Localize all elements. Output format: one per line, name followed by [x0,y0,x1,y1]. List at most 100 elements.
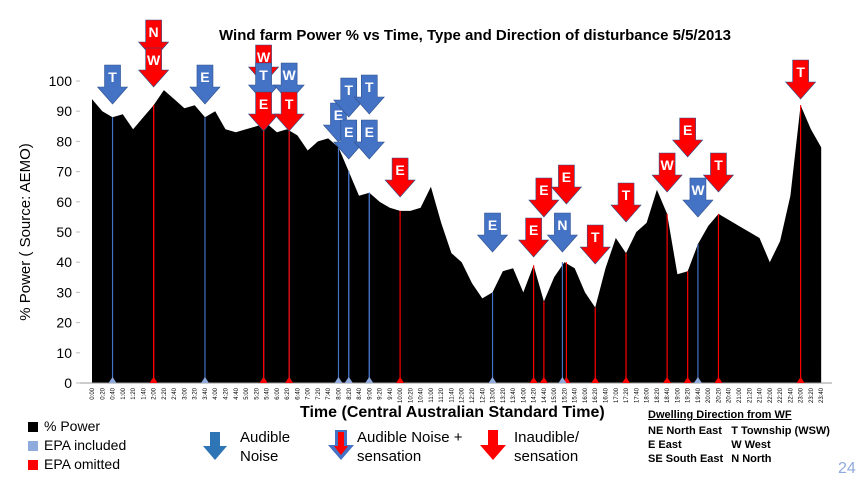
y-tick-label: 10 [56,345,72,361]
annotation-label: T [591,229,600,245]
epa-marker [488,377,497,383]
annotation-arrow [528,177,560,218]
annotation-arrow [189,64,221,105]
x-tick-label: 14:40 [542,387,548,403]
annotation-arrow [333,119,365,160]
direction-key-cell: N North [731,453,772,465]
x-tick-label: 6:40 [295,387,301,399]
epa-marker [344,377,353,383]
x-axis-title: Time (Central Australian Standard Time) [300,404,605,421]
x-tick-label: 7:20 [316,387,322,399]
x-tick-label: 3:40 [203,387,209,399]
x-tick-label: 19:20 [686,387,692,403]
x-tick-label: 23:00 [799,387,805,403]
annotation-label: T [259,67,268,83]
annotation-arrow [247,91,280,132]
x-tick-label: 9:40 [388,387,394,399]
epa-marker [539,377,548,383]
annotation-label: W [147,52,161,68]
x-tick-label: 22:40 [788,387,794,403]
epa-marker [334,377,343,383]
x-tick-label: 2:40 [172,387,178,399]
epa-marker [558,377,567,383]
x-tick-label: 19:40 [696,387,702,403]
direction-key-row: E East W West [648,438,838,452]
x-tick-label: 7:40 [326,387,332,399]
direction-key-cell: E East [648,439,682,451]
arrow-icon [328,430,354,460]
epa-marker [529,377,538,383]
x-tick-label: 17:00 [614,387,620,403]
x-tick-label: 17:40 [634,387,640,403]
arrow-legend-label: Inaudible/ sensation [514,429,580,465]
x-tick-label: 7:00 [306,387,312,399]
annotation-label: T [108,69,117,85]
annotation-label: E [562,169,571,185]
direction-key-cell: W West [731,439,771,451]
x-tick-label: 14:00 [521,387,527,403]
legend-entry: EPA included [28,437,126,453]
epa-marker [714,377,723,383]
annotation-label: E [529,222,538,238]
legend-label: % Power [44,418,101,434]
legend-label: EPA omitted [44,456,121,472]
x-tick-label: 8:00 [336,387,342,399]
annotation-label: W [661,157,675,173]
y-tick-label: 50 [56,224,72,240]
x-tick-label: 16:40 [604,387,610,403]
x-tick-label: 4:00 [213,387,219,399]
x-tick-label: 8:40 [357,387,363,399]
y-axis-title: % Power ( Source: AEMO) [17,143,34,321]
arrow-icon [203,432,227,460]
y-tick-label: 30 [56,284,72,300]
x-tick-label: 15:00 [552,387,558,403]
y-tick-label: 100 [49,73,73,89]
direction-key: Dwelling Direction from WF NE North East… [648,409,838,466]
annotation-arrow [333,77,365,118]
x-tick-label: 10:40 [419,387,425,403]
annotation-arrow [579,224,611,265]
x-tick-label: 1:00 [121,387,127,399]
annotation-label: T [796,64,805,80]
x-tick-label: 18:00 [645,387,651,403]
area [92,90,822,383]
x-tick-label: 10:20 [408,387,414,403]
y-tick-label: 90 [56,103,72,119]
x-tick-label: 20:20 [716,387,722,403]
annotation-label: E [683,122,692,138]
x-tick-label: 4:40 [234,387,240,399]
x-tick-label: 17:20 [624,387,630,403]
x-tick-label: 4:20 [224,387,230,399]
epa-marker [622,377,631,383]
x-tick-label: 20:40 [727,387,733,403]
annotation-arrow [784,59,817,100]
x-tick-label: 18:20 [655,387,661,403]
annotation-label: E [259,96,268,112]
x-tick-label: 5:00 [244,387,250,399]
annotation-arrow [702,152,735,193]
y-tick-label: 80 [56,133,72,149]
direction-key-cell: NE North East [648,425,722,437]
direction-key-cell: T Township (WSW) [731,425,830,437]
x-tick-label: 18:40 [665,387,671,403]
annotation-arrow [273,91,305,132]
arrow-legend-label: Audible Noise [240,429,291,465]
y-tick-label: 20 [56,315,72,331]
x-tick-label: 12:20 [470,387,476,403]
annotation-label: N [557,217,567,233]
y-tick-label: 40 [56,254,72,270]
annotation-arrow [682,177,714,218]
x-tick-label: 0:00 [90,387,96,399]
x-tick-label: 11:40 [449,387,455,402]
direction-key-row: SE South East N North [648,452,838,466]
x-tick-label: 21:20 [747,387,753,403]
x-tick-label: 0:20 [100,387,106,399]
annotation-label: T [365,79,374,95]
epa-marker [693,377,702,383]
x-tick-label: 5:20 [254,387,260,399]
y-tick-label: 60 [56,194,72,210]
x-tick-label: 23:20 [809,387,815,403]
annotation-arrow [671,117,704,158]
epa-marker [200,377,209,383]
